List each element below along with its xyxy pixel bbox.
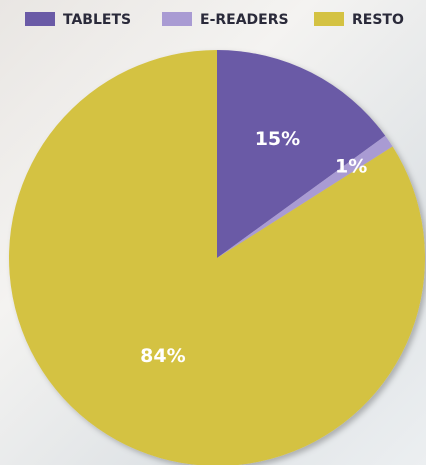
pie-slice — [9, 50, 425, 465]
pie-slice — [217, 135, 393, 258]
legend-label: E-READERS — [200, 12, 289, 28]
data-label: 84% — [140, 345, 185, 367]
legend-swatch — [162, 12, 192, 26]
legend-label: RESTO — [352, 12, 404, 28]
legend-swatch — [25, 12, 55, 26]
legend-swatch — [314, 12, 344, 26]
data-label: 15% — [255, 128, 300, 150]
pie — [9, 50, 425, 465]
legend-label: TABLETS — [63, 12, 131, 28]
data-label: 1% — [335, 155, 367, 177]
pie-slice — [217, 50, 386, 258]
